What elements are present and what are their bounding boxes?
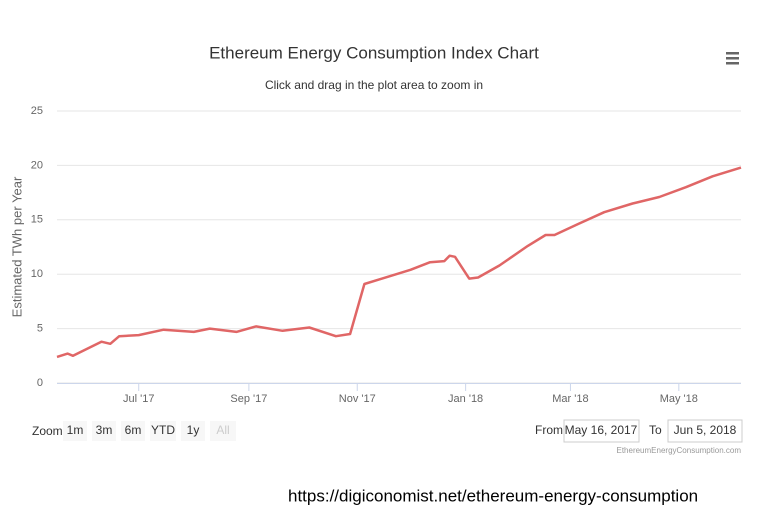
- line: [56, 166, 742, 359]
- menu-bar: [726, 62, 739, 65]
- y-tick-label: 10: [31, 268, 43, 280]
- zoom-button[interactable]: 3m: [92, 421, 116, 441]
- zoom-button-label: 6m: [125, 423, 142, 437]
- zoom-button-label: 1m: [67, 423, 84, 437]
- credits: EthereumEnergyConsumption.com: [616, 446, 741, 455]
- zoom-button-label: YTD: [151, 423, 175, 437]
- to-label: To: [649, 423, 662, 437]
- zoom-button-bg: [210, 421, 236, 441]
- y-tick-label: 20: [31, 159, 43, 171]
- chart-subtitle: Click and drag in the plot area to zoom …: [265, 78, 483, 92]
- y-tick-label: 5: [37, 323, 43, 335]
- to-value[interactable]: Jun 5, 2018: [674, 423, 737, 437]
- zoom-button-bg: [121, 421, 145, 441]
- from-value[interactable]: May 16, 2017: [565, 423, 638, 437]
- x-tick-label: Sep '17: [230, 393, 267, 405]
- chart-title: Ethereum Energy Consumption Index Chart: [209, 43, 539, 62]
- y-tick-label: 15: [31, 214, 43, 226]
- to-input[interactable]: [667, 419, 743, 443]
- menu-bar: [726, 52, 739, 55]
- source-url: https://digiconomist.net/ethereum-energy…: [288, 486, 698, 505]
- zoom-button-bg: [63, 421, 87, 441]
- zoom-button[interactable]: YTD: [150, 421, 176, 441]
- zoom-label: Zoom: [32, 424, 63, 438]
- zoom-button-bg: [150, 421, 176, 441]
- zoom-button-bg: [181, 421, 205, 441]
- zoom-button[interactable]: All: [210, 421, 236, 441]
- zoom-button-label: All: [216, 423, 229, 437]
- zoom-button[interactable]: 1m: [63, 421, 87, 441]
- zoom-button[interactable]: 1y: [181, 421, 205, 441]
- x-tick-label: May '18: [660, 393, 698, 405]
- menu-icon[interactable]: [726, 52, 739, 65]
- from-input[interactable]: [563, 419, 640, 443]
- y-tick-label: 25: [31, 105, 43, 117]
- from-label: From: [535, 423, 563, 437]
- menu-bar: [726, 57, 739, 60]
- zoom-button-label: 3m: [96, 423, 113, 437]
- y-axis-title: Estimated TWh per Year: [9, 176, 24, 317]
- x-tick-label: Nov '17: [339, 393, 376, 405]
- zoom-button-label: 1y: [187, 423, 200, 437]
- x-tick-label: Mar '18: [552, 393, 588, 405]
- y-tick-label: 0: [37, 377, 43, 389]
- zoom-button-bg: [92, 421, 116, 441]
- x-tick-label: Jul '17: [123, 393, 154, 405]
- x-tick-label: Jan '18: [448, 393, 483, 405]
- zoom-button[interactable]: 6m: [121, 421, 145, 441]
